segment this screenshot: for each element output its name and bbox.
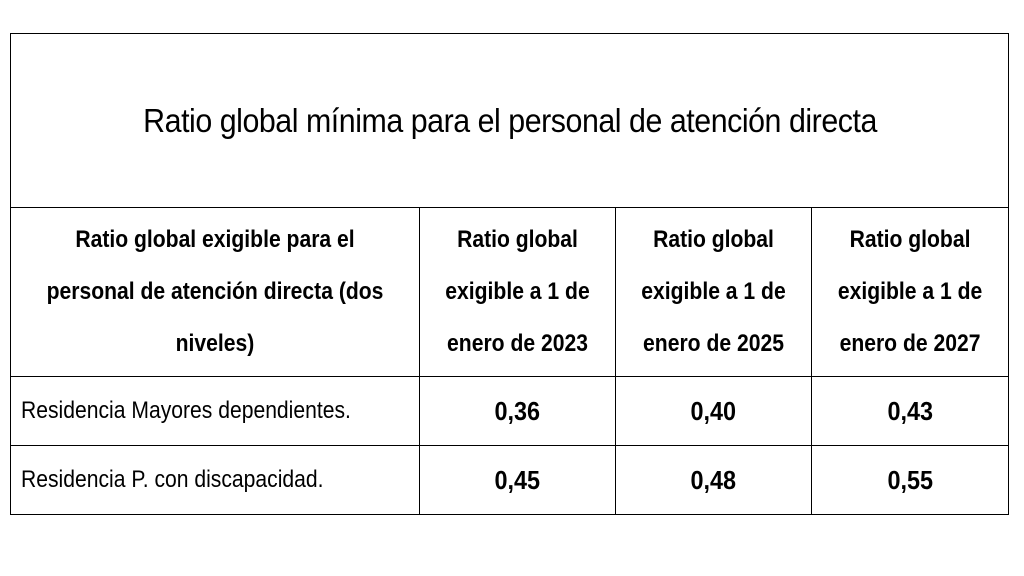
value-2023: 0,45	[494, 464, 541, 495]
value-cell: 0,55	[810, 445, 1010, 515]
header-cell: Ratio global exigible a 1 de enero de 20…	[419, 207, 616, 377]
value-2027: 0,55	[887, 464, 933, 495]
header-row: Ratio global exigible para el personal d…	[10, 207, 1010, 377]
header-2023: Ratio global exigible a 1 de enero de 20…	[445, 226, 590, 357]
value-2027: 0,43	[887, 395, 933, 426]
header-2027: Ratio global exigible a 1 de enero de 20…	[837, 226, 983, 357]
table-row: Residencia P. con discapacidad. 0,45 0,4…	[10, 445, 1010, 515]
value-cell: 0,40	[615, 376, 812, 446]
row-label: Residencia Mayores dependientes.	[21, 397, 351, 424]
ratio-table: Ratio global mínima para el personal de …	[10, 33, 1010, 515]
value-cell: 0,45	[419, 445, 616, 515]
value-2025: 0,48	[690, 464, 737, 495]
value-cell: 0,43	[810, 376, 1010, 446]
table-title-cell: Ratio global mínima para el personal de …	[49, 33, 970, 208]
row-label-cell: Residencia Mayores dependientes.	[10, 376, 420, 446]
table-row: Residencia Mayores dependientes. 0,36 0,…	[10, 376, 1010, 446]
value-2023: 0,36	[494, 395, 541, 426]
row-label-cell: Residencia P. con discapacidad.	[10, 445, 420, 515]
header-cell: Ratio global exigible a 1 de enero de 20…	[810, 207, 1010, 377]
row-label: Residencia P. con discapacidad.	[21, 466, 324, 493]
value-cell: 0,48	[615, 445, 812, 515]
header-category: Ratio global exigible para el personal d…	[46, 226, 384, 357]
title-row: Ratio global mínima para el personal de …	[11, 33, 1009, 208]
table-title: Ratio global mínima para el personal de …	[142, 101, 877, 139]
value-2025: 0,40	[690, 395, 737, 426]
value-cell: 0,36	[419, 376, 616, 446]
header-2025: Ratio global exigible a 1 de enero de 20…	[641, 226, 786, 357]
header-cell: Ratio global exigible para el personal d…	[10, 207, 420, 377]
header-cell: Ratio global exigible a 1 de enero de 20…	[615, 207, 812, 377]
